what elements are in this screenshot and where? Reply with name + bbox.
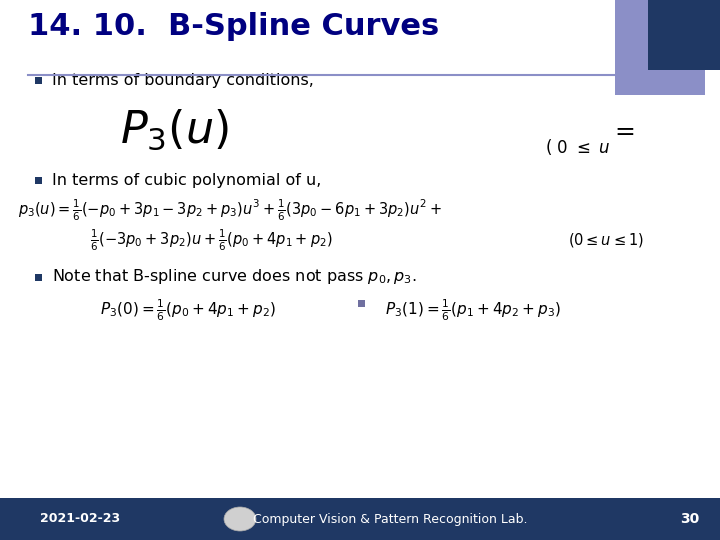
Text: $=$: $=$ xyxy=(610,118,635,142)
Text: $(0 \leq u \leq 1)$: $(0 \leq u \leq 1)$ xyxy=(568,231,644,249)
Text: Computer Vision & Pattern Recognition Lab.: Computer Vision & Pattern Recognition La… xyxy=(253,512,527,525)
Bar xyxy=(648,0,720,70)
Text: $\frac{1}{6}(-3p_0 + 3p_2)u + \frac{1}{6}(p_0 + 4p_1 + p_2)$: $\frac{1}{6}(-3p_0 + 3p_2)u + \frac{1}{6… xyxy=(90,227,333,253)
Bar xyxy=(35,77,42,84)
Bar xyxy=(35,177,42,184)
Text: In terms of boundary conditions,: In terms of boundary conditions, xyxy=(52,72,314,87)
Text: In terms of cubic polynomial of u,: In terms of cubic polynomial of u, xyxy=(52,172,321,187)
Circle shape xyxy=(224,507,256,531)
Text: 30: 30 xyxy=(680,512,700,526)
Bar xyxy=(35,273,42,280)
Text: Note that B-spline curve does not pass $p_0, p_3$.: Note that B-spline curve does not pass $… xyxy=(52,267,417,287)
Text: 14. 10.  B-Spline Curves: 14. 10. B-Spline Curves xyxy=(28,12,439,41)
Bar xyxy=(0,498,720,540)
Bar xyxy=(358,300,365,307)
Text: $p_3(u) = \frac{1}{6}(-p_0 + 3p_1 - 3p_2 + p_3)u^3 + \frac{1}{6}(3p_0 - 6p_1 + 3: $p_3(u) = \frac{1}{6}(-p_0 + 3p_1 - 3p_2… xyxy=(18,197,442,222)
Text: 2021-02-23: 2021-02-23 xyxy=(40,512,120,525)
Text: $\mathit{P_3}$$\mathit{(u)}$: $\mathit{P_3}$$\mathit{(u)}$ xyxy=(120,108,229,152)
Text: $P_3(0) = \frac{1}{6}(p_0 + 4p_1 + p_2)$: $P_3(0) = \frac{1}{6}(p_0 + 4p_1 + p_2)$ xyxy=(100,297,276,323)
Bar xyxy=(615,0,705,95)
Text: $P_3(1) = \frac{1}{6}(p_1 + 4p_2 + p_3)$: $P_3(1) = \frac{1}{6}(p_1 + 4p_2 + p_3)$ xyxy=(385,297,561,323)
Text: $(\ 0\ \leq\ u$: $(\ 0\ \leq\ u$ xyxy=(545,137,611,157)
